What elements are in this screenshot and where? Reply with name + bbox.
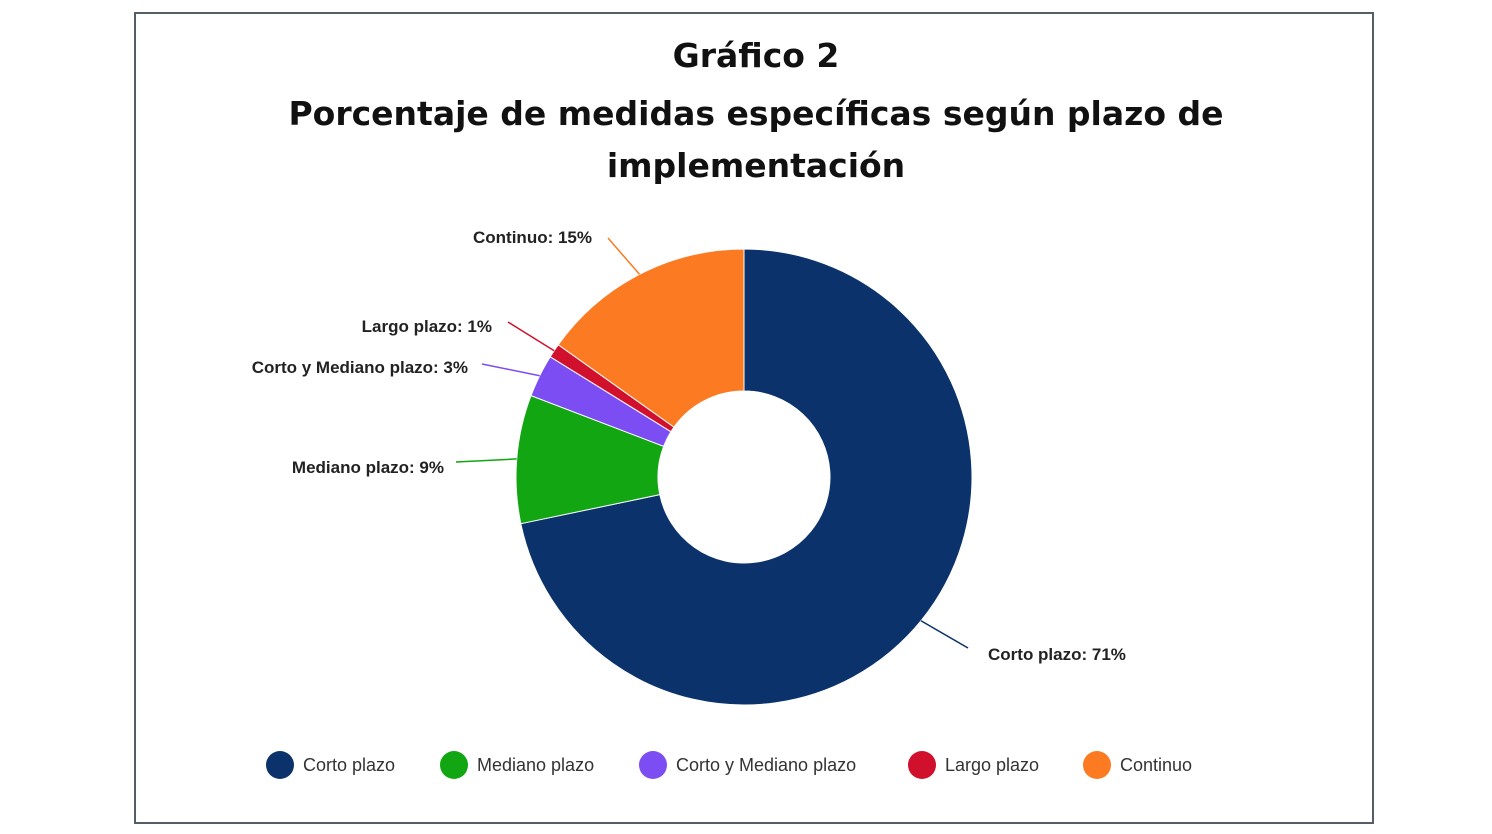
data-labels: Corto plazo: 71% Mediano plazo: 9% Corto y… bbox=[252, 228, 1126, 664]
leader-lines bbox=[455, 237, 969, 649]
chart-title-line2b: implementación bbox=[606, 146, 906, 185]
legend-label: Corto y Mediano plazo bbox=[676, 755, 856, 775]
legend-label: Continuo bbox=[1120, 755, 1192, 775]
legend: Corto plazo Mediano plazo Corto y Mediano … bbox=[266, 751, 1192, 779]
legend-swatch bbox=[266, 751, 294, 779]
legend-swatch bbox=[639, 751, 667, 779]
leader-line bbox=[455, 458, 517, 463]
leader-line bbox=[481, 363, 540, 377]
chart-title-line2: Porcentaje de medidas específicas según … bbox=[136, 88, 1376, 192]
data-label: Continuo: 15% bbox=[473, 228, 592, 247]
data-label: Corto y Mediano plazo: 3% bbox=[252, 358, 468, 377]
slice-corto-plazo bbox=[520, 248, 973, 706]
legend-swatch bbox=[440, 751, 468, 779]
legend-label: Corto plazo bbox=[303, 755, 395, 775]
data-label: Largo plazo: 1% bbox=[362, 317, 492, 336]
chart-title-line2a: Porcentaje de medidas específicas según … bbox=[288, 94, 1224, 133]
data-label: Mediano plazo: 9% bbox=[292, 458, 444, 477]
legend-label: Mediano plazo bbox=[477, 755, 594, 775]
leader-line bbox=[507, 321, 555, 352]
slice-continuo bbox=[557, 248, 745, 428]
legend-swatch bbox=[1083, 751, 1111, 779]
legend-label: Largo plazo bbox=[945, 755, 1039, 775]
leader-line bbox=[607, 237, 641, 275]
leader-line bbox=[920, 620, 969, 649]
chart-title-line1: Gráfico 2 bbox=[672, 36, 840, 75]
donut-slices bbox=[515, 248, 973, 706]
data-label: Corto plazo: 71% bbox=[988, 645, 1126, 664]
legend-swatch bbox=[908, 751, 936, 779]
